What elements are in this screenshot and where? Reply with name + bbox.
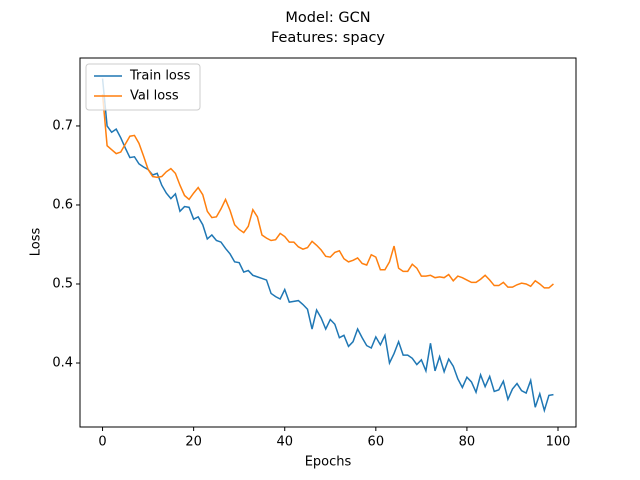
plot-frame [79, 57, 577, 428]
x-tick-label: 80 [459, 435, 476, 450]
chart-subtitle: Features: spacy [271, 30, 385, 46]
line-series [101, 94, 554, 289]
chart-title: Model: GCN [285, 10, 370, 26]
legend-label: Val loss [130, 89, 179, 104]
x-tick-label: 40 [276, 435, 293, 450]
legend-label: Train loss [129, 69, 191, 84]
y-tick-label: 0.6 [52, 197, 73, 212]
x-tick-label: 100 [546, 435, 571, 450]
line-series [101, 78, 554, 414]
y-axis-label: Loss [29, 228, 44, 257]
x-tick-label: 20 [185, 435, 202, 450]
y-tick-label: 0.5 [52, 276, 73, 291]
y-tick-label: 0.4 [52, 355, 73, 370]
x-tick-label: 0 [98, 435, 106, 450]
x-tick-label: 60 [368, 435, 385, 450]
x-axis-label: Epochs [305, 455, 352, 470]
y-tick-label: 0.7 [52, 118, 73, 133]
